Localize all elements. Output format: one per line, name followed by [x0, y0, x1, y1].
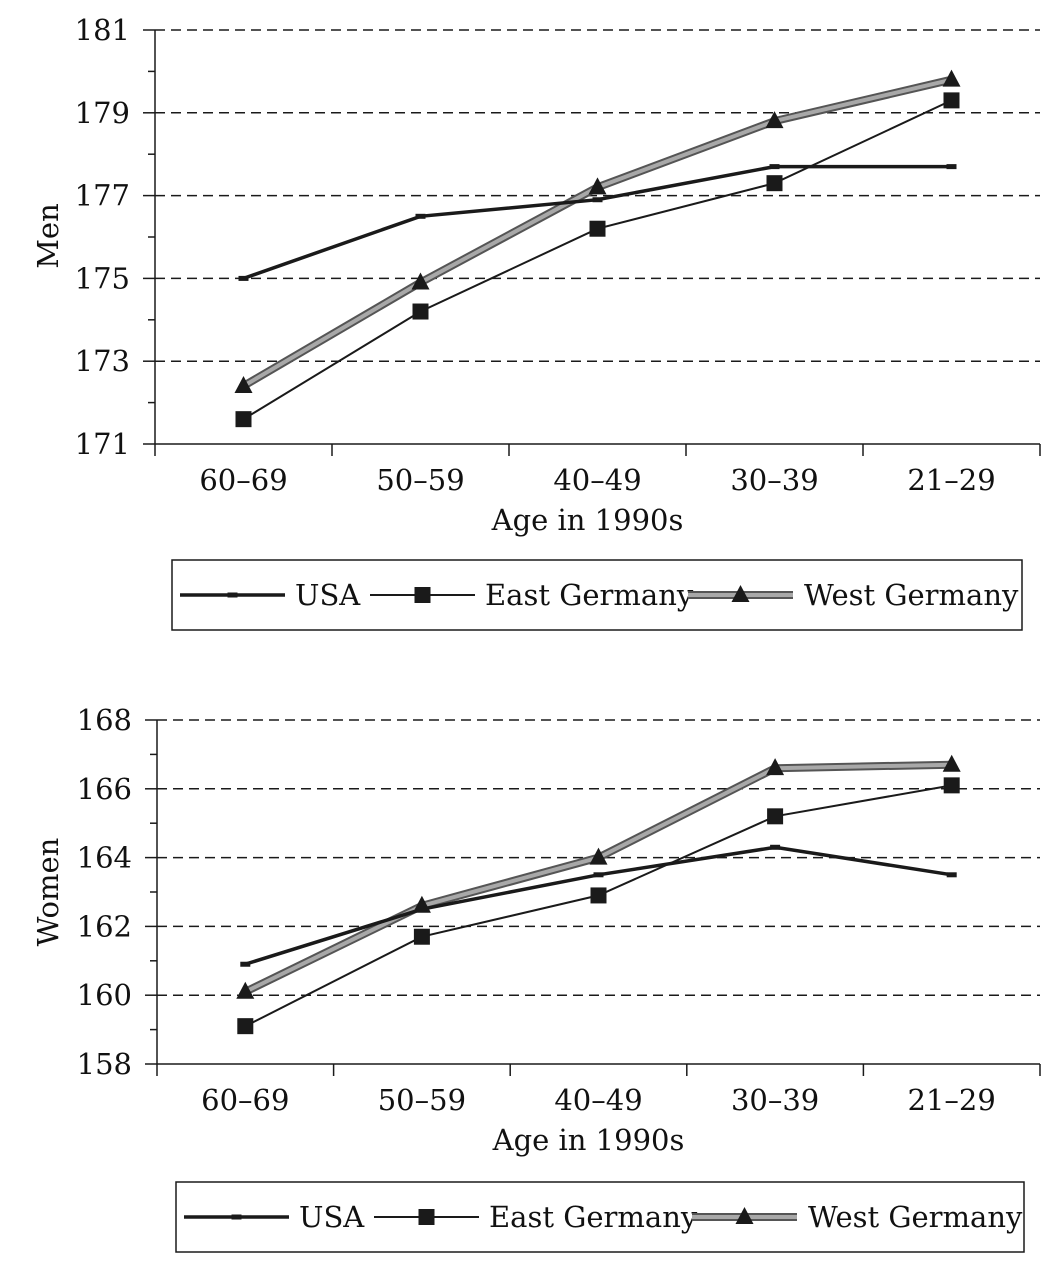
legend-label: West Germany [804, 578, 1019, 612]
legend-item-east-germany: East Germany [374, 1200, 698, 1234]
data-point [769, 164, 780, 170]
data-point [235, 411, 252, 428]
x-tick-label: 30–39 [730, 463, 818, 497]
data-point [412, 303, 429, 320]
x-tick-label: 40–49 [553, 463, 641, 497]
data-point [766, 758, 785, 776]
x-tick-label: 60–69 [201, 1083, 289, 1117]
y-tick-label: 181 [75, 13, 130, 47]
y-axis-label: Women [31, 838, 65, 947]
legend-label: USA [295, 578, 361, 612]
data-point [589, 847, 608, 865]
data-point [590, 887, 607, 904]
data-point [946, 164, 957, 170]
data-point [770, 844, 781, 850]
data-point [592, 197, 603, 203]
series-west-germany [234, 69, 961, 394]
x-tick-label: 30–39 [731, 1083, 819, 1117]
legend-marker [414, 587, 431, 603]
series-line-outer [243, 760, 952, 996]
legend-marker [731, 585, 750, 602]
legend-marker [418, 1209, 435, 1225]
x-tick-label: 21–29 [907, 463, 995, 497]
data-point [943, 92, 960, 109]
series-line [242, 99, 952, 421]
x-axis-label: Age in 1990s [492, 1123, 685, 1157]
data-point [411, 272, 430, 290]
y-tick-label: 162 [77, 909, 132, 943]
data-point [234, 376, 253, 394]
legend: USA East Germany West Germany [171, 559, 1023, 631]
data-point [589, 220, 606, 237]
data-point [415, 213, 426, 219]
legend-item-usa: USA [180, 578, 361, 612]
y-tick-label: 177 [75, 179, 130, 213]
y-tick-label: 175 [75, 261, 130, 295]
y-tick-label: 171 [75, 427, 130, 461]
data-point [943, 777, 960, 794]
y-tick-label: 173 [75, 344, 130, 378]
data-point [588, 177, 607, 195]
series-west-germany [236, 754, 961, 999]
legend-item-east-germany: East Germany [370, 578, 694, 612]
x-tick-label: 50–59 [378, 1083, 466, 1117]
data-point [237, 1018, 254, 1035]
y-tick-label: 179 [75, 96, 130, 130]
data-point [240, 961, 251, 967]
data-point [942, 69, 961, 87]
legend-label: East Germany [489, 1200, 698, 1234]
legend-item-usa: USA [184, 1200, 365, 1234]
data-point [946, 872, 957, 878]
legend-label: West Germany [808, 1200, 1023, 1234]
data-point [413, 928, 430, 945]
chart-1: 171 173 175 177 179 181 60–69 50–59 40–49 30–39 21… [31, 13, 1041, 631]
y-tick-label: 160 [77, 978, 132, 1012]
series-east-germany [237, 777, 960, 1035]
legend-item-west-germany: West Germany [688, 578, 1019, 612]
x-tick-label: 50–59 [376, 463, 464, 497]
x-tick-label: 40–49 [554, 1083, 642, 1117]
y-tick-label: 168 [77, 703, 132, 737]
data-point [767, 808, 784, 825]
legend-item-west-germany: West Germany [692, 1200, 1023, 1234]
legend-box [171, 559, 1023, 631]
data-point [238, 275, 249, 281]
x-tick-label: 60–69 [199, 463, 287, 497]
legend-label: East Germany [485, 578, 694, 612]
data-point [765, 111, 784, 129]
data-point [942, 754, 961, 772]
legend-marker [231, 1214, 242, 1220]
series-usa [240, 844, 957, 967]
data-point [593, 872, 604, 878]
legend-label: USA [299, 1200, 365, 1234]
x-axis-label: Age in 1990s [491, 503, 684, 537]
legend-box [175, 1181, 1025, 1253]
legend-marker [227, 592, 238, 598]
series-usa [238, 164, 957, 281]
chart-2: 158 160 162 164 166 168 60–69 50–59 40–49 30–39 21… [31, 703, 1041, 1253]
y-axis-label: Men [31, 203, 65, 269]
legend-marker [735, 1207, 754, 1224]
series-line [244, 845, 952, 966]
series-line [244, 762, 952, 994]
y-tick-label: 158 [77, 1047, 132, 1081]
data-point [766, 175, 783, 192]
data-point [236, 981, 255, 999]
legend: USA East Germany West Germany [175, 1181, 1025, 1253]
data-point [416, 906, 427, 912]
series-line [244, 784, 952, 1028]
series-east-germany [235, 92, 960, 428]
y-tick-label: 164 [77, 841, 132, 875]
y-tick-label: 166 [77, 772, 132, 806]
x-tick-label: 21–29 [908, 1083, 996, 1117]
